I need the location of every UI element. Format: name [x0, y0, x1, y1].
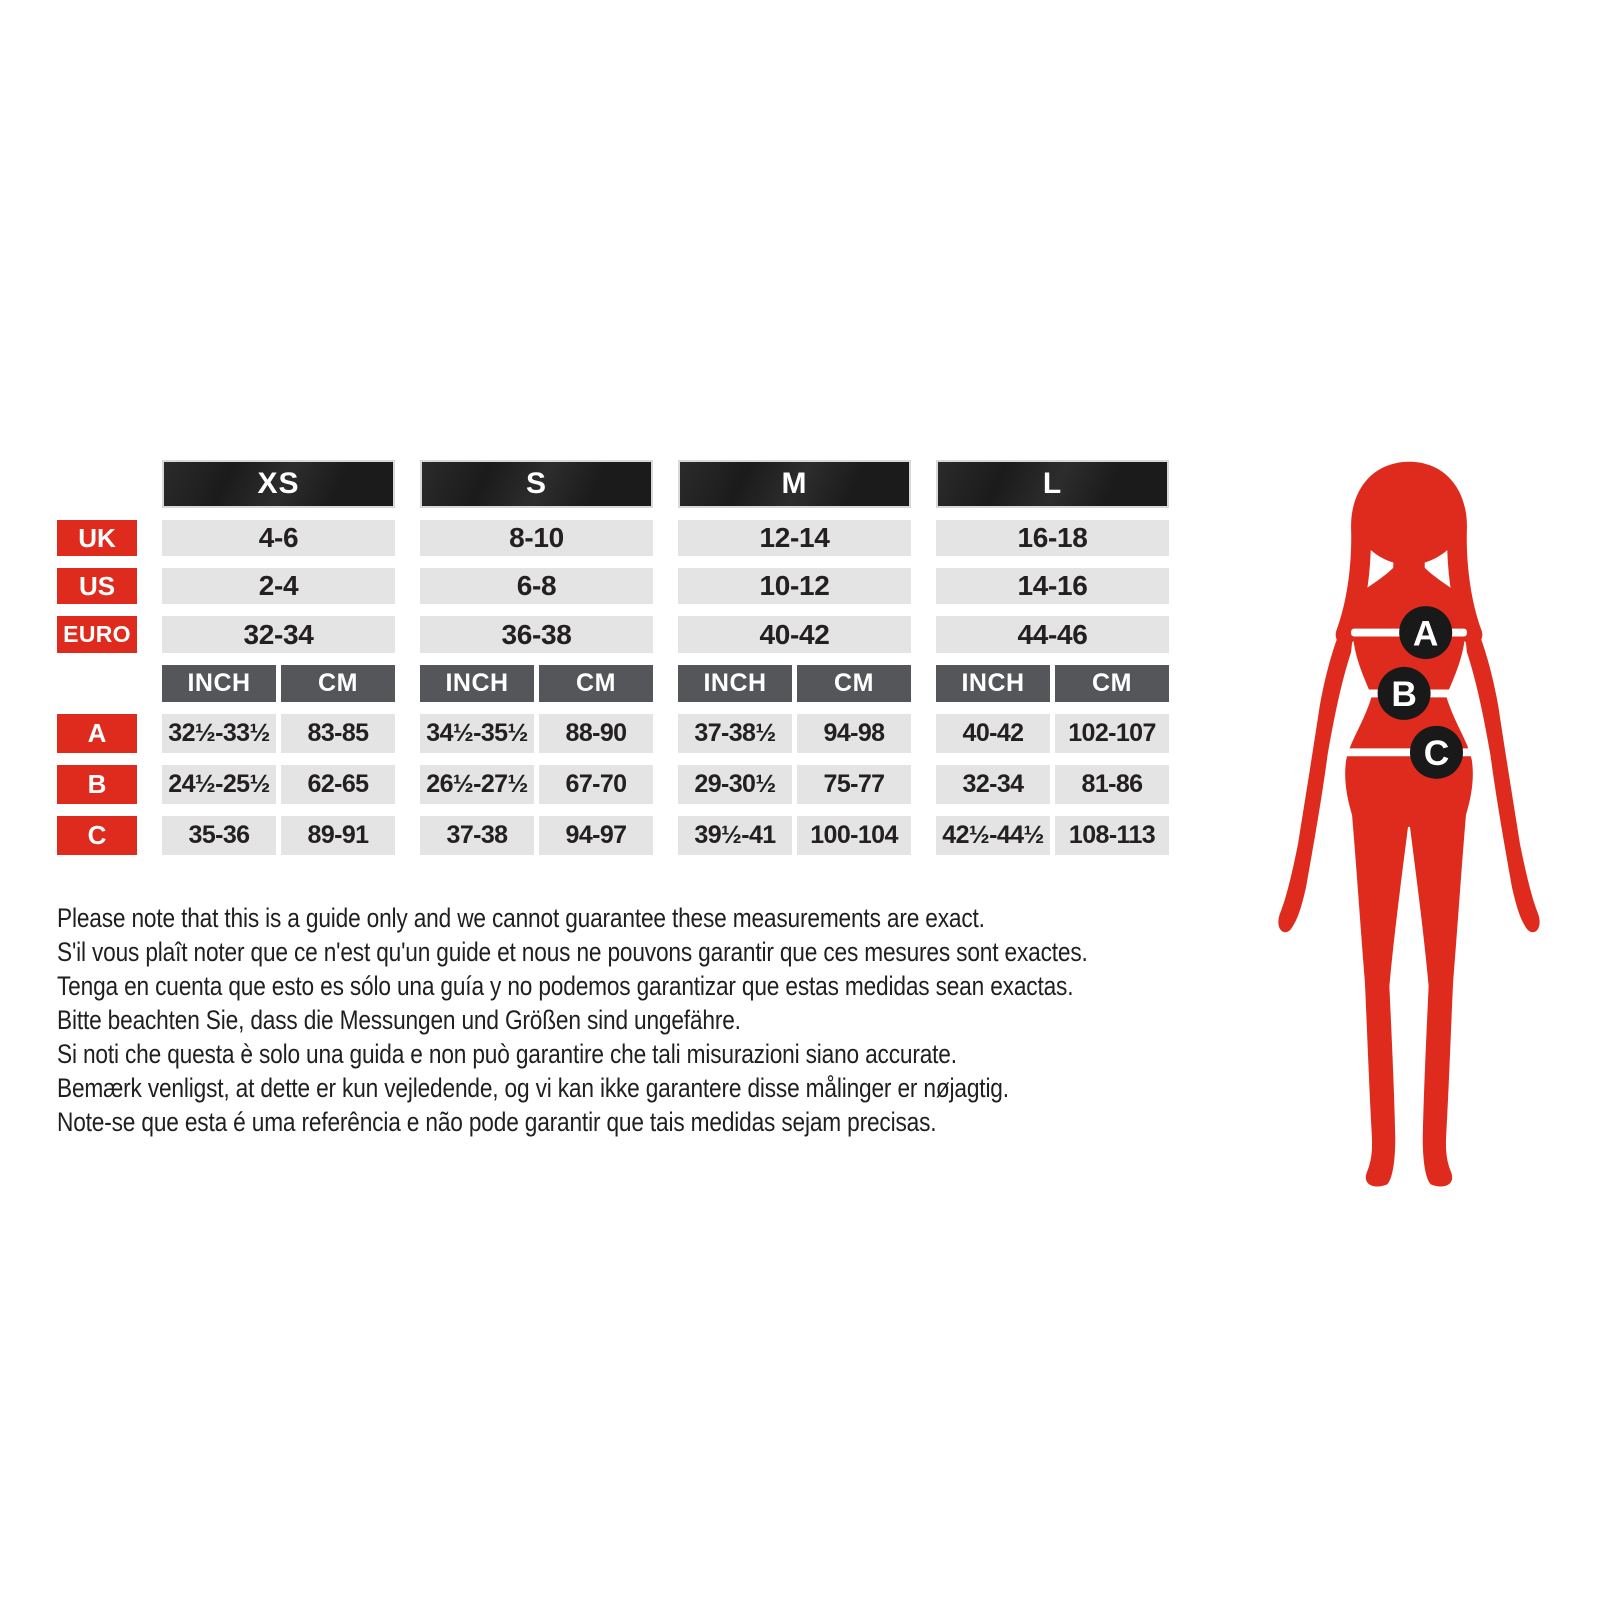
cell-l-b-inch: 32-34 — [936, 765, 1050, 804]
row-b-m: 29-30½ 75-77 — [678, 765, 911, 804]
row-b-s: 26½-27½ 67-70 — [420, 765, 653, 804]
size-header-xs: XS — [162, 460, 395, 508]
silhouette-body — [1278, 461, 1540, 1187]
row-a-xs: 32½-33½ 83-85 — [162, 714, 395, 753]
cell-xs-us: 2-4 — [162, 568, 395, 604]
row-c-s: 37-38 94-97 — [420, 816, 653, 855]
cell-xs-a-cm: 83-85 — [281, 714, 395, 753]
cell-s-us: 6-8 — [420, 568, 653, 604]
waist-marker-label: B — [1391, 675, 1417, 714]
cell-m-a-cm: 94-98 — [797, 714, 911, 753]
cell-s-b-inch: 26½-27½ — [420, 765, 534, 804]
cell-l-uk: 16-18 — [936, 520, 1169, 556]
inch-header: INCH — [420, 665, 534, 702]
hip-marker — [1409, 725, 1463, 779]
female-silhouette-icon: A B C — [1278, 461, 1540, 1187]
cell-m-us: 10-12 — [678, 568, 911, 604]
size-header-l: L — [936, 460, 1169, 508]
inch-header: INCH — [678, 665, 792, 702]
size-column-l: L 16-18 14-16 44-46 INCH CM 40-42 102-10… — [936, 460, 1169, 855]
row-label-column: UK US EURO A B C — [57, 460, 137, 855]
row-label-uk: UK — [57, 520, 137, 556]
cell-s-a-cm: 88-90 — [539, 714, 653, 753]
row-c-xs: 35-36 89-91 — [162, 816, 395, 855]
cell-m-b-inch: 29-30½ — [678, 765, 792, 804]
cell-s-c-cm: 94-97 — [539, 816, 653, 855]
cell-m-c-cm: 100-104 — [797, 816, 911, 855]
cell-m-euro: 40-42 — [678, 616, 911, 653]
disclaimer-line-pt: Note-se que esta é uma referência e não … — [57, 1107, 937, 1137]
unit-header-row-m: INCH CM — [678, 665, 911, 702]
unit-header-row-xs: INCH CM — [162, 665, 395, 702]
cell-l-c-inch: 42½-44½ — [936, 816, 1050, 855]
cm-header: CM — [1055, 665, 1169, 702]
size-header-s: S — [420, 460, 653, 508]
size-header-m: M — [678, 460, 911, 508]
cell-l-b-cm: 81-86 — [1055, 765, 1169, 804]
bust-marker — [1399, 606, 1453, 660]
unit-header-row-l: INCH CM — [936, 665, 1169, 702]
corner-spacer — [57, 460, 137, 508]
disclaimer-line-it: Si noti che questa è solo una guida e no… — [57, 1039, 957, 1069]
inch-header: INCH — [162, 665, 276, 702]
row-b-l: 32-34 81-86 — [936, 765, 1169, 804]
row-label-b: B — [57, 765, 137, 804]
cell-s-euro: 36-38 — [420, 616, 653, 653]
cell-m-uk: 12-14 — [678, 520, 911, 556]
size-column-xs: XS 4-6 2-4 32-34 INCH CM 32½-33½ 83-85 2… — [162, 460, 395, 855]
cell-xs-c-cm: 89-91 — [281, 816, 395, 855]
units-row-spacer — [57, 665, 137, 702]
cell-s-b-cm: 67-70 — [539, 765, 653, 804]
cm-header: CM — [281, 665, 395, 702]
size-column-m: M 12-14 10-12 40-42 INCH CM 37-38½ 94-98… — [678, 460, 911, 855]
cell-s-a-inch: 34½-35½ — [420, 714, 534, 753]
disclaimer-line-en: Please note that this is a guide only an… — [57, 903, 985, 933]
disclaimer-line-es: Tenga en cuenta que esto es sólo una guí… — [57, 971, 1074, 1001]
row-label-a: A — [57, 714, 137, 753]
cell-l-a-inch: 40-42 — [936, 714, 1050, 753]
hip-marker-label: C — [1424, 734, 1450, 773]
cm-header: CM — [539, 665, 653, 702]
disclaimer-line-de: Bitte beachten Sie, dass die Messungen u… — [57, 1005, 741, 1035]
cell-s-c-inch: 37-38 — [420, 816, 534, 855]
row-c-l: 42½-44½ 108-113 — [936, 816, 1169, 855]
cell-xs-b-cm: 62-65 — [281, 765, 395, 804]
bust-marker-label: A — [1413, 614, 1439, 653]
row-a-l: 40-42 102-107 — [936, 714, 1169, 753]
row-a-m: 37-38½ 94-98 — [678, 714, 911, 753]
cell-xs-b-inch: 24½-25½ — [162, 765, 276, 804]
row-label-euro: EURO — [57, 616, 137, 653]
cell-xs-c-inch: 35-36 — [162, 816, 276, 855]
cm-header: CM — [797, 665, 911, 702]
disclaimer-line-fr: S'il vous plaît noter que ce n'est qu'un… — [57, 937, 1088, 967]
cell-xs-euro: 32-34 — [162, 616, 395, 653]
cell-l-euro: 44-46 — [936, 616, 1169, 653]
cell-m-a-inch: 37-38½ — [678, 714, 792, 753]
size-column-s: S 8-10 6-8 36-38 INCH CM 34½-35½ 88-90 2… — [420, 460, 653, 855]
measurement-figure: A B C — [1258, 450, 1560, 1201]
cell-l-c-cm: 108-113 — [1055, 816, 1169, 855]
row-b-xs: 24½-25½ 62-65 — [162, 765, 395, 804]
row-label-c: C — [57, 816, 137, 855]
cell-m-c-inch: 39½-41 — [678, 816, 792, 855]
cell-s-uk: 8-10 — [420, 520, 653, 556]
cell-xs-a-inch: 32½-33½ — [162, 714, 276, 753]
row-c-m: 39½-41 100-104 — [678, 816, 911, 855]
row-a-s: 34½-35½ 88-90 — [420, 714, 653, 753]
inch-header: INCH — [936, 665, 1050, 702]
cell-xs-uk: 4-6 — [162, 520, 395, 556]
disclaimer: Please note that this is a guide only an… — [57, 901, 1199, 1139]
disclaimer-line-da: Bemærk venligst, at dette er kun vejlede… — [57, 1073, 1009, 1103]
cell-l-us: 14-16 — [936, 568, 1169, 604]
row-label-us: US — [57, 568, 137, 604]
cell-m-b-cm: 75-77 — [797, 765, 911, 804]
size-chart-table: UK US EURO A B C XS 4-6 2-4 32-34 INCH C… — [57, 460, 1169, 855]
cell-l-a-cm: 102-107 — [1055, 714, 1169, 753]
unit-header-row-s: INCH CM — [420, 665, 653, 702]
waist-marker — [1377, 666, 1431, 720]
